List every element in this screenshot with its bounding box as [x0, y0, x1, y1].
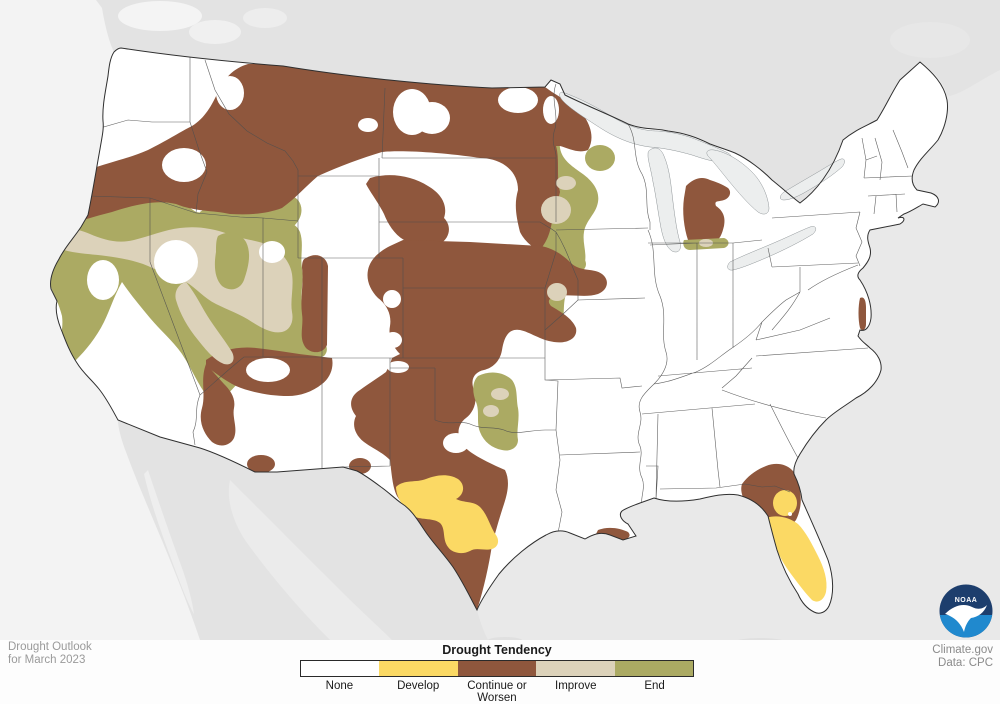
legend-label-1: Develop — [397, 680, 440, 692]
region-develop-yellow — [396, 475, 827, 602]
drought-regions — [50, 64, 866, 610]
legend-swatch-end — [614, 661, 694, 676]
noaa-gull-icon — [945, 605, 987, 632]
noaa-logo-wave — [939, 615, 993, 638]
lake-huron — [706, 149, 770, 215]
lake-michigan — [647, 147, 681, 253]
source-credit: Climate.gov Data: CPC — [932, 644, 993, 670]
legend-swatch-continue-or-worsen — [457, 661, 537, 676]
mexico-land — [118, 420, 488, 640]
legend-label-0: None — [325, 680, 354, 692]
region-end-olive-inclusion — [214, 232, 250, 290]
legend-title: Drought Tendency — [442, 643, 552, 657]
legend-swatches — [300, 660, 694, 677]
map-caption: Drought Outlook for March 2023 — [8, 641, 92, 667]
state-borders — [89, 57, 914, 534]
noaa-logo: NOAA — [939, 584, 993, 638]
legend-label-4: End — [644, 680, 665, 692]
legend-swatch-improve — [536, 661, 615, 676]
region-none-holes — [87, 76, 792, 516]
region-continue-worsen-brown — [50, 64, 866, 610]
legend-swatch-develop — [379, 661, 458, 676]
us-outline — [50, 47, 948, 614]
legend-labels: None Develop Continue or Worsen Improve End — [300, 677, 694, 704]
source-line1: Climate.gov — [932, 644, 993, 656]
great-lakes — [559, 91, 845, 271]
map-caption-line2: for March 2023 — [8, 654, 86, 666]
drought-legend: Drought Tendency None Develop Continue or … — [300, 643, 694, 704]
map-caption-line1: Drought Outlook — [8, 641, 92, 653]
canada-land — [96, 0, 1000, 203]
legend-label-2: Continue or Worsen — [467, 680, 527, 704]
legend-swatch-none — [301, 661, 380, 676]
noaa-logo-text: NOAA — [955, 597, 978, 604]
lake-ontario — [780, 158, 845, 201]
legend-label-3: Improve — [555, 680, 597, 692]
source-line2: Data: CPC — [938, 657, 993, 669]
